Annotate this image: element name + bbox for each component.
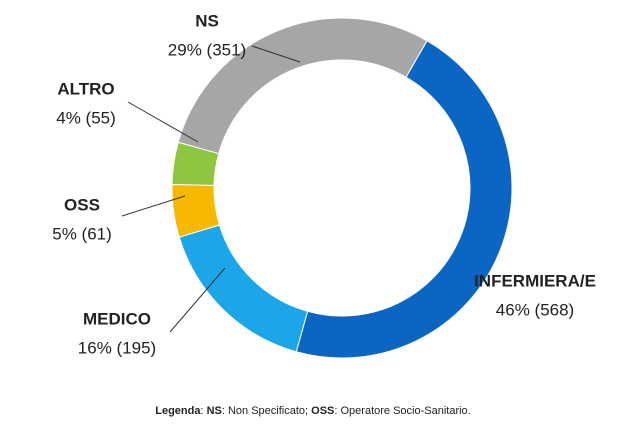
leader-line [169, 267, 226, 333]
slice-label: INFERMIERA/E [474, 271, 596, 290]
slice [178, 224, 309, 353]
value-label: 46% (568) [496, 300, 574, 319]
leader-line [127, 101, 199, 143]
value-label: 29% (351) [168, 40, 246, 59]
leader-line [251, 45, 301, 63]
footnote: Legenda: NS: Non Specificato; OSS: Opera… [155, 405, 471, 417]
footnote-part: OSS [311, 405, 334, 417]
leader-line [121, 195, 186, 217]
value-label: 4% (55) [56, 108, 116, 127]
footnote-part: NS [207, 405, 222, 417]
slice-label: NS [195, 11, 219, 30]
slice [295, 40, 513, 359]
value-label: 16% (195) [78, 338, 156, 357]
slice-label: ALTRO [57, 79, 114, 98]
slice [177, 17, 428, 155]
value-label: 5% (61) [52, 224, 112, 243]
footnote-part: Legenda [155, 405, 201, 417]
slice-label: OSS [64, 195, 100, 214]
footnote-part: : Operatore Socio-Sanitario. [334, 405, 470, 417]
footnote-part: : [200, 405, 206, 417]
slice-label: MEDICO [83, 309, 151, 328]
footnote-part: : Non Specificato; [222, 405, 311, 417]
